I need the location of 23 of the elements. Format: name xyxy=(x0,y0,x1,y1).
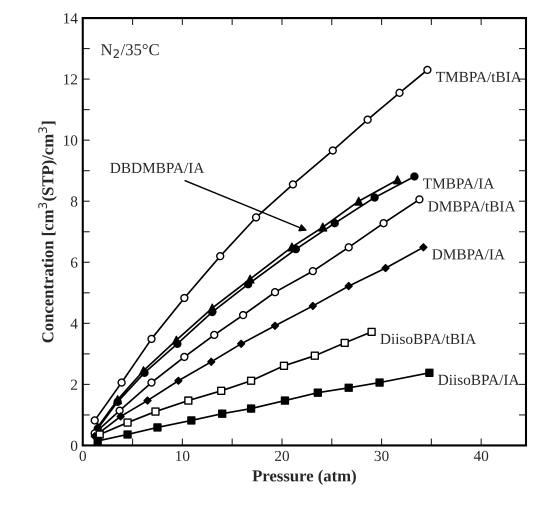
annotation: DBDMBPA/IA xyxy=(110,162,204,174)
y-tick-label: 2 xyxy=(70,380,78,390)
y-tick-label: 4 xyxy=(70,318,78,329)
x-tick-label: 10 xyxy=(176,450,190,462)
annotation: N$_{2}$/35°C xyxy=(100,44,159,58)
series-label: DiisoBPA/IA xyxy=(438,374,520,385)
x-tick-label: 40 xyxy=(474,450,488,462)
x-tick-label: 0 xyxy=(80,450,86,462)
y-tick-label: 14 xyxy=(64,13,78,24)
y-tick-label: 8 xyxy=(70,196,78,207)
series-label: DMBPA/tBIA xyxy=(428,201,516,212)
series-label: TMBPA/IA xyxy=(423,178,494,189)
y-tick-label: 12 xyxy=(64,74,78,84)
series-label: DMBPA/IA xyxy=(432,249,505,260)
series-label: DiisoBPA/tBIA xyxy=(380,334,476,344)
series-label: TMBPA/tBIA xyxy=(436,72,522,82)
x-axis-title: Pressure (atm) xyxy=(252,470,356,485)
y-tick-label: 10 xyxy=(64,135,78,146)
y-axis-title: Concentration [cm$^{3}$(STP)/cm$^{3}$] xyxy=(38,122,57,342)
x-tick-label: 20 xyxy=(275,450,290,462)
y-tick-label: 6 xyxy=(70,257,78,268)
x-tick-label: 30 xyxy=(374,450,389,462)
y-tick-label: 0 xyxy=(70,440,78,451)
